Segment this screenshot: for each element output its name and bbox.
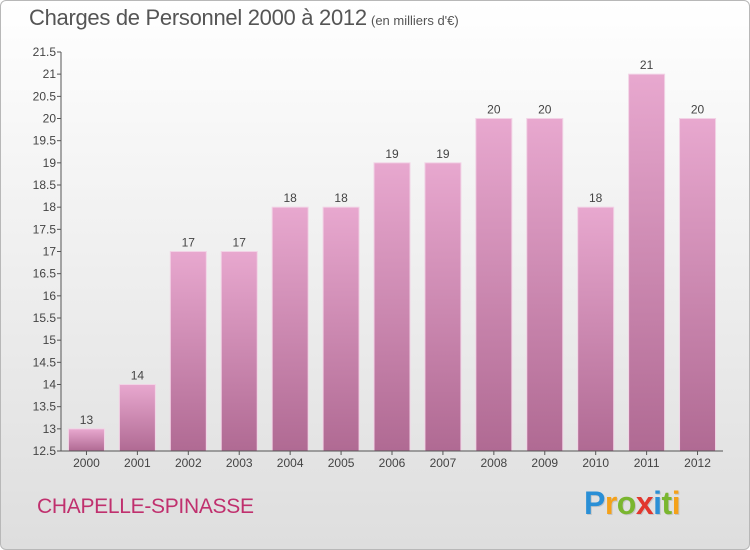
y-tick-label: 12.5 <box>33 444 57 458</box>
bar-2012 <box>679 118 717 452</box>
y-tick-label: 16 <box>43 289 57 303</box>
y-tick-label: 18.5 <box>33 178 57 192</box>
x-tick-label: 2007 <box>430 456 457 470</box>
x-tick-label: 2010 <box>582 456 609 470</box>
x-tick-label: 2003 <box>226 456 253 470</box>
bar-value-label: 20 <box>538 103 552 117</box>
y-tick-label: 13.5 <box>33 400 57 414</box>
bar-value-label: 17 <box>182 236 196 250</box>
x-tick-label: 2009 <box>531 456 558 470</box>
bar-value-label: 20 <box>487 103 501 117</box>
bar-2011 <box>628 73 666 452</box>
logo-letter: r <box>604 485 617 521</box>
y-tick-label: 15 <box>43 333 57 347</box>
logo-letter: t <box>661 485 673 521</box>
y-tick-label: 19.5 <box>33 134 57 148</box>
bar-2000 <box>67 428 105 452</box>
x-tick-label: 2011 <box>634 456 660 470</box>
bar-value-label: 18 <box>589 191 603 205</box>
y-tick-label: 16.5 <box>33 267 57 281</box>
chart-title: Charges de Personnel 2000 à 2012 <box>29 5 367 30</box>
bar-value-label: 13 <box>80 413 94 427</box>
y-tick-label: 17 <box>43 245 57 259</box>
y-tick-label: 20 <box>43 112 57 126</box>
y-tick-label: 19 <box>43 156 57 170</box>
bar-2005 <box>322 206 360 452</box>
bar-value-label: 18 <box>283 191 297 205</box>
y-axis: 12.5 13 13.5 14 14.5 15 15.5 16 16.5 17 17.5 18 18.5… <box>33 45 62 458</box>
x-tick-label: 2002 <box>175 456 202 470</box>
bar-value-label: 14 <box>131 369 145 383</box>
commune-name: CHAPELLE-SPINASSE <box>37 495 254 518</box>
y-tick-label: 21.5 <box>33 45 57 59</box>
y-tick-label: 17.5 <box>33 222 57 236</box>
bars: 13 14 17 17 18 18 19 19 20 20 18 21 20 <box>67 58 717 452</box>
logo-letter: i <box>671 485 681 521</box>
x-tick-label: 2006 <box>379 456 406 470</box>
bar-2003 <box>220 251 258 452</box>
bar-value-label: 20 <box>691 103 705 117</box>
x-tick-label: 2004 <box>277 456 304 470</box>
proxiti-logo[interactable]: Proxiti <box>584 485 681 522</box>
logo-letter: i <box>653 485 662 521</box>
x-axis: 2000 2001 2002 2003 2004 2005 2006 2007 2008 2009… <box>61 450 723 470</box>
bar-2010 <box>577 206 615 452</box>
bar-2008 <box>475 118 513 452</box>
bar-2002 <box>169 251 207 452</box>
y-tick-label: 14 <box>43 378 57 392</box>
chart-subtitle: (en milliers d'€) <box>371 13 459 28</box>
logo-letter: o <box>616 485 637 521</box>
bar-value-label: 19 <box>385 147 399 161</box>
bar-value-label: 21 <box>640 58 654 72</box>
bar-value-label: 19 <box>436 147 450 161</box>
bar-2004 <box>271 206 309 452</box>
logo-letter: P <box>584 485 605 521</box>
x-tick-label: 2000 <box>73 456 100 470</box>
logo-letter: x <box>635 485 654 521</box>
bar-2006 <box>373 162 411 452</box>
y-tick-label: 15.5 <box>33 311 57 325</box>
y-tick-label: 14.5 <box>33 355 57 369</box>
x-tick-label: 2005 <box>328 456 355 470</box>
y-tick-label: 13 <box>43 422 57 436</box>
x-tick-label: 2012 <box>684 456 711 470</box>
y-tick-label: 21 <box>43 67 57 81</box>
x-tick-label: 2008 <box>480 456 507 470</box>
x-tick-label: 2001 <box>124 456 151 470</box>
y-tick-label: 18 <box>43 200 57 214</box>
bar-value-label: 18 <box>334 191 348 205</box>
y-tick-label: 20.5 <box>33 89 57 103</box>
bar-2007 <box>424 162 462 452</box>
bar-2009 <box>526 118 564 452</box>
bar-value-label: 17 <box>233 236 247 250</box>
bar-2001 <box>118 384 156 452</box>
